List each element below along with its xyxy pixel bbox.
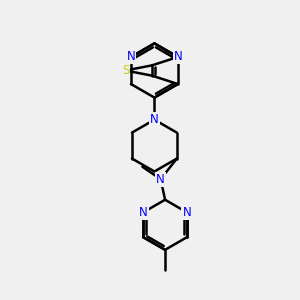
Text: S: S — [122, 64, 129, 77]
Text: N: N — [173, 50, 182, 64]
Text: N: N — [150, 113, 159, 126]
Text: N: N — [139, 206, 148, 219]
Text: N: N — [182, 206, 191, 219]
Text: N: N — [156, 172, 165, 186]
Text: N: N — [127, 50, 135, 64]
